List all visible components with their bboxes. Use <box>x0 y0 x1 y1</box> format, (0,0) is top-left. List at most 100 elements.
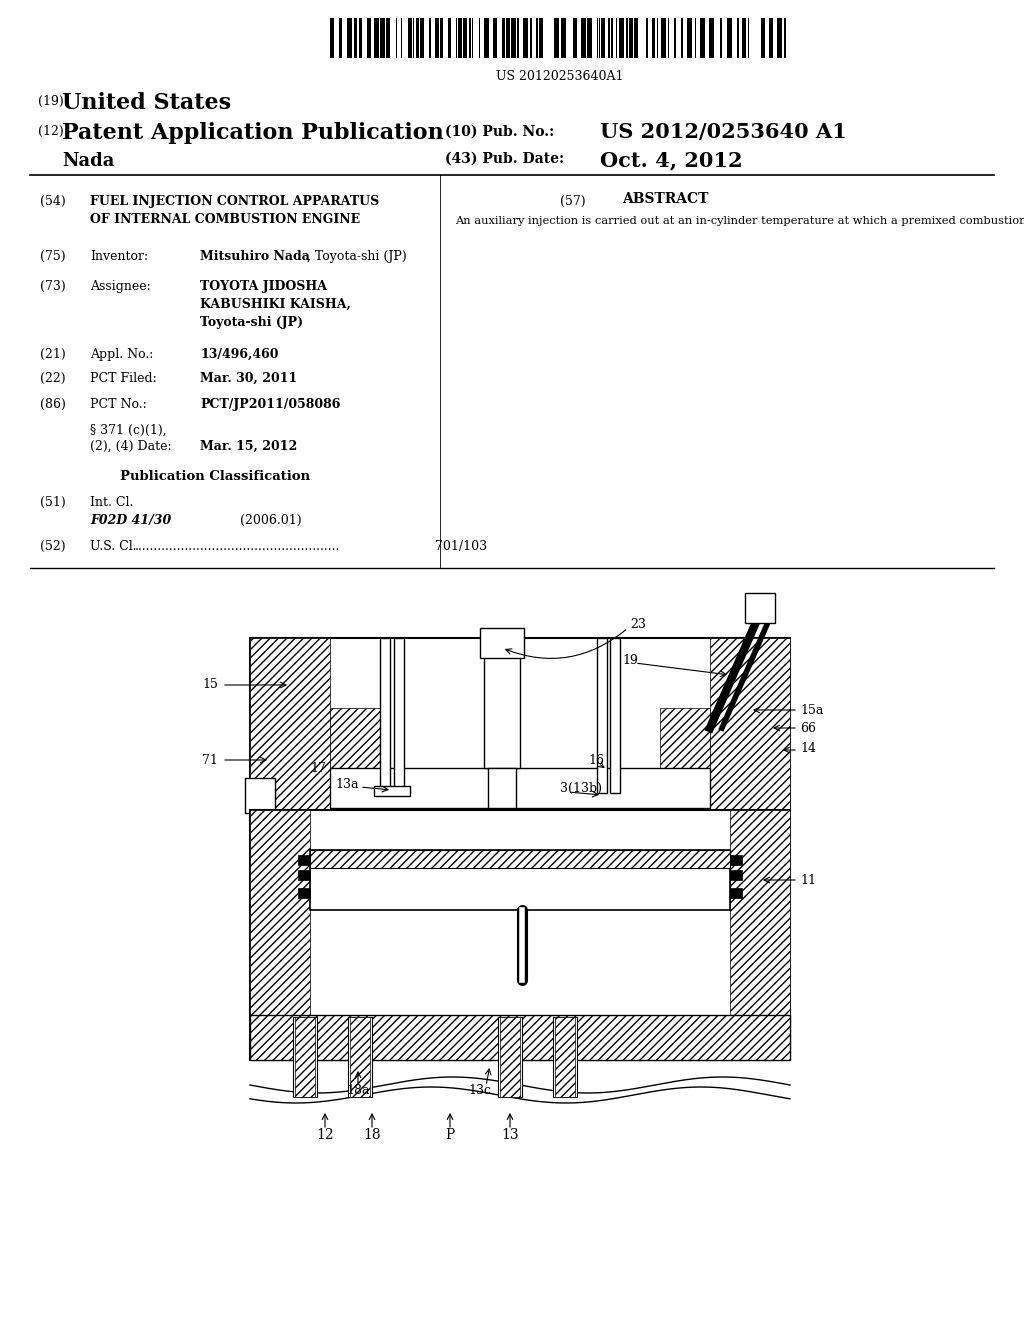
Bar <box>730 810 790 1060</box>
Text: PCT Filed:: PCT Filed: <box>90 372 157 385</box>
Bar <box>480 628 524 657</box>
Text: 17: 17 <box>310 762 326 775</box>
Bar <box>769 18 773 58</box>
Text: 11: 11 <box>800 874 816 887</box>
Text: 14: 14 <box>800 742 816 755</box>
Text: Appl. No.:: Appl. No.: <box>90 348 154 360</box>
Bar <box>493 18 497 58</box>
Bar <box>250 810 790 1060</box>
Text: 3(13b): 3(13b) <box>560 781 602 795</box>
Bar <box>610 638 620 793</box>
Bar <box>730 870 742 880</box>
Bar <box>250 1015 790 1060</box>
Text: (52): (52) <box>40 540 66 553</box>
Bar <box>553 1016 577 1097</box>
Bar <box>408 18 412 58</box>
Bar <box>348 1016 372 1097</box>
Bar <box>381 18 385 58</box>
Bar <box>298 888 310 898</box>
Bar <box>727 18 731 58</box>
Bar <box>339 18 342 58</box>
Text: FUEL INJECTION CONTROL APPARATUS
OF INTERNAL COMBUSTION ENGINE: FUEL INJECTION CONTROL APPARATUS OF INTE… <box>90 195 379 226</box>
Bar <box>652 18 654 58</box>
Bar <box>741 18 746 58</box>
Bar <box>310 850 730 869</box>
Text: US 20120253640A1: US 20120253640A1 <box>497 70 624 83</box>
Bar <box>511 18 516 58</box>
Bar <box>560 18 566 58</box>
Text: 18: 18 <box>364 1129 381 1142</box>
Text: .....................................................: ........................................… <box>135 540 340 553</box>
Bar <box>469 18 471 58</box>
Text: PCT No.:: PCT No.: <box>90 399 146 411</box>
Bar <box>250 1015 790 1060</box>
Bar <box>250 810 310 1060</box>
Bar <box>675 18 676 58</box>
Bar <box>572 18 577 58</box>
Bar <box>367 18 371 58</box>
Bar <box>710 638 790 810</box>
Bar <box>523 18 528 58</box>
Text: (2), (4) Date:: (2), (4) Date: <box>90 440 172 453</box>
Bar <box>784 18 785 58</box>
Bar <box>354 18 356 58</box>
Text: Inventor:: Inventor: <box>90 249 148 263</box>
Text: An auxiliary injection is carried out at an in-cylinder temperature at which a p: An auxiliary injection is carried out at… <box>455 215 1024 226</box>
Text: 16: 16 <box>588 754 604 767</box>
Bar <box>298 870 310 880</box>
Bar <box>250 638 330 810</box>
Bar <box>330 18 334 58</box>
Bar <box>699 18 706 58</box>
Text: 15a: 15a <box>800 704 823 717</box>
Bar <box>293 1016 317 1097</box>
Bar <box>687 18 692 58</box>
Bar <box>554 18 559 58</box>
Bar <box>536 18 538 58</box>
Bar <box>777 18 781 58</box>
Bar <box>310 850 730 869</box>
Bar <box>429 18 431 58</box>
Bar <box>517 18 519 58</box>
Bar <box>607 18 610 58</box>
Text: (19): (19) <box>38 95 63 108</box>
Text: 18a: 18a <box>346 1084 370 1097</box>
Bar <box>629 18 633 58</box>
Bar <box>506 18 510 58</box>
Bar <box>626 18 628 58</box>
Bar <box>540 18 544 58</box>
Text: (22): (22) <box>40 372 66 385</box>
Bar <box>298 855 310 865</box>
Text: PCT/JP2011/058086: PCT/JP2011/058086 <box>200 399 340 411</box>
Bar <box>660 18 666 58</box>
Text: ABSTRACT: ABSTRACT <box>622 191 709 206</box>
Bar <box>374 18 379 58</box>
Bar <box>660 708 710 799</box>
Bar <box>761 18 765 58</box>
Bar <box>555 1016 575 1097</box>
Bar <box>710 18 715 58</box>
Bar <box>463 18 468 58</box>
Bar <box>720 18 722 58</box>
Text: P: P <box>445 1129 455 1142</box>
Bar <box>645 18 648 58</box>
Bar <box>748 18 750 58</box>
Bar <box>484 638 520 768</box>
Bar <box>611 18 613 58</box>
Bar <box>416 18 419 58</box>
Text: § 371 (c)(1),: § 371 (c)(1), <box>90 424 167 437</box>
Bar <box>359 18 361 58</box>
Bar <box>440 18 442 58</box>
Text: (86): (86) <box>40 399 66 411</box>
Bar <box>420 18 424 58</box>
Bar <box>730 855 742 865</box>
Bar <box>484 18 488 58</box>
Text: 13a: 13a <box>335 779 358 792</box>
Text: 15: 15 <box>202 678 218 692</box>
Bar <box>449 18 451 58</box>
Bar <box>488 768 516 808</box>
Bar <box>581 18 586 58</box>
Text: Mar. 30, 2011: Mar. 30, 2011 <box>200 372 297 385</box>
Bar <box>435 18 439 58</box>
Bar <box>400 18 402 58</box>
Bar <box>681 18 683 58</box>
